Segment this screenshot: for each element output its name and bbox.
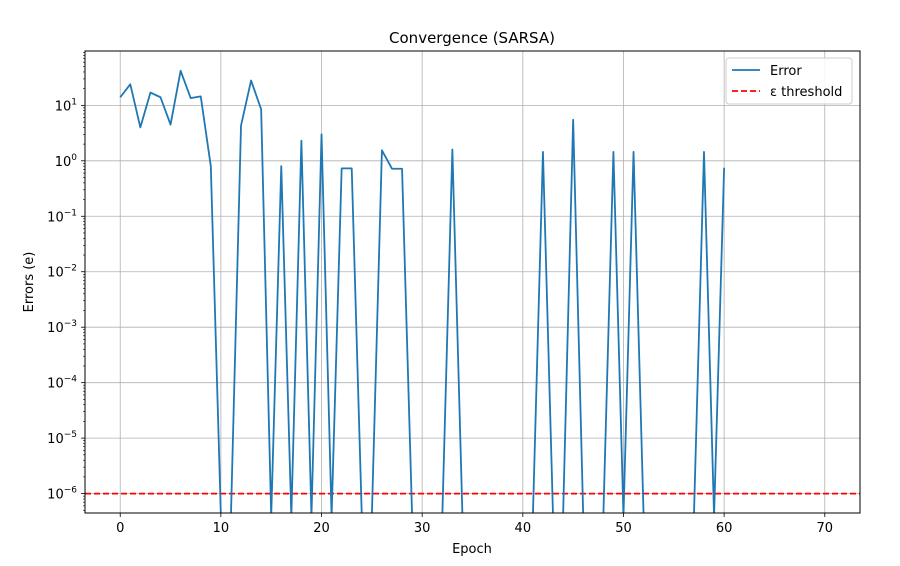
x-tick-label: 10 [213,521,230,536]
y-axis-label: Errors (e) [22,252,37,313]
legend-label-threshold: ε threshold [770,85,842,100]
x-tick-label: 50 [615,521,632,536]
plot-frame [84,50,861,514]
legend: Error ε threshold [725,57,853,105]
x-tick-label: 70 [816,521,833,536]
x-tick-label: 20 [313,521,330,536]
x-axis-label: Epoch [452,542,492,557]
x-tick-label: 40 [515,521,532,536]
chart-title: Convergence (SARSA) [389,29,555,47]
x-axis: 0 10 20 30 40 50 60 70 [116,513,833,536]
x-tick-label: 60 [716,521,733,536]
legend-label-error: Error [770,64,802,79]
x-tick-label: 30 [414,521,431,536]
x-tick-label: 0 [116,521,124,536]
